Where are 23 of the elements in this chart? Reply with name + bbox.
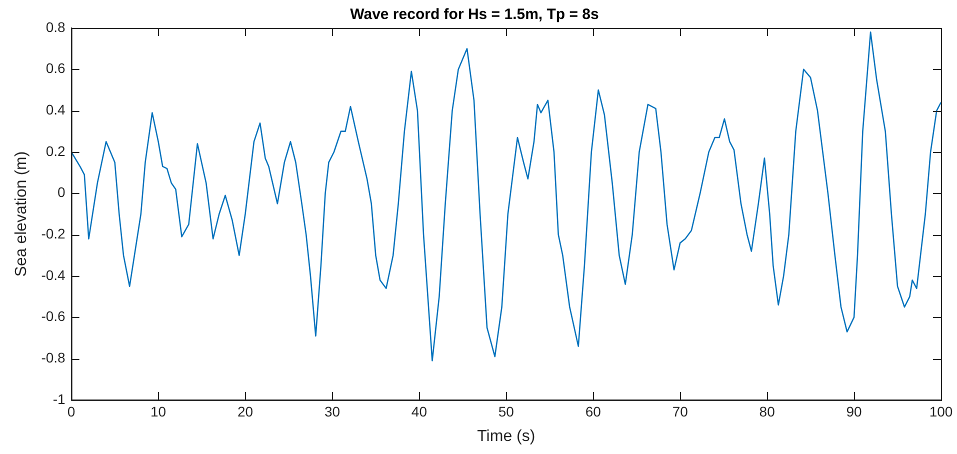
x-tick-label: 100 [929, 403, 953, 420]
chart-title: Wave record for Hs = 1.5m, Tp = 8s [350, 6, 599, 24]
y-tick-label: 0.6 [46, 60, 66, 76]
x-tick-label: 30 [324, 403, 340, 420]
y-tick-label: 0.4 [46, 102, 66, 118]
y-tick-label: 0.2 [46, 142, 66, 159]
y-tick-label: 0.8 [46, 18, 66, 35]
x-tick-label: 60 [585, 403, 602, 420]
y-tick-label: -1 [52, 390, 66, 407]
y-tick-label: -0.4 [41, 266, 66, 283]
x-tick-label: 50 [498, 403, 514, 420]
x-axis-title: Time (s) [477, 428, 536, 445]
x-tick-label: 10 [150, 403, 166, 420]
x-tick-label: 20 [237, 403, 254, 420]
y-tick-label: -0.8 [41, 350, 66, 366]
x-tick-label: 90 [846, 403, 862, 420]
y-axis-title: Sea elevation (m) [13, 151, 30, 277]
y-tick-label: -0.6 [41, 308, 66, 324]
y-tick-label: 0 [58, 184, 66, 200]
x-tick-label: 70 [672, 403, 688, 420]
x-tick-label: 40 [411, 403, 428, 420]
y-tick-label: -0.2 [41, 226, 66, 242]
x-tick-label: 80 [759, 403, 776, 420]
